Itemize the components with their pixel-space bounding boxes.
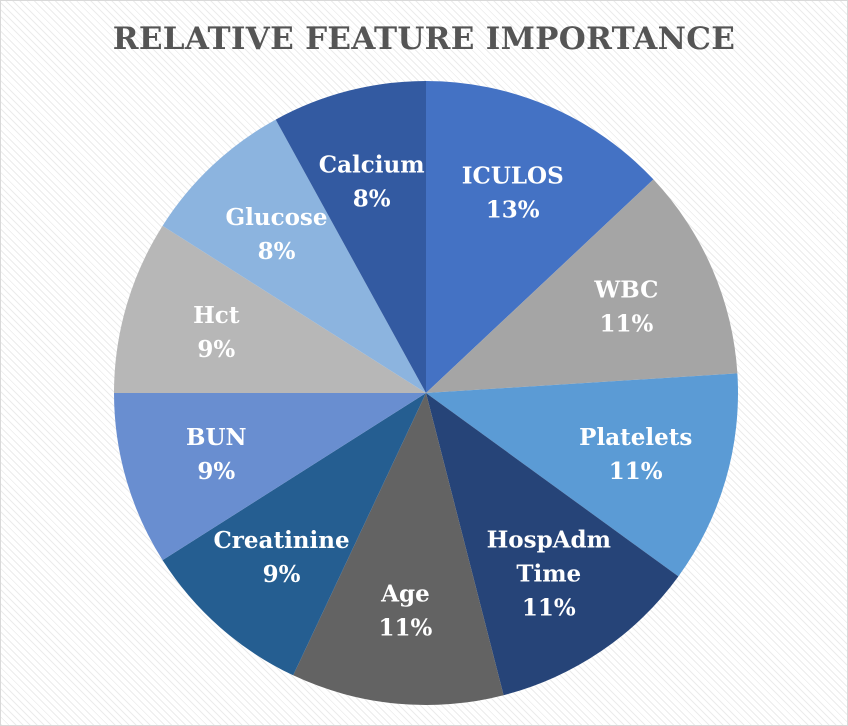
slice-label-6: BUN 9%: [186, 424, 247, 485]
slice-label-3: HospAdm Time 11%: [487, 527, 611, 622]
pie-slice-0: [426, 81, 654, 393]
pie-slice-3: [426, 393, 679, 696]
pie-slice-2: [426, 373, 738, 577]
pie-slice-8: [162, 119, 426, 393]
slice-label-7: Hct 9%: [193, 302, 240, 363]
slice-label-0: ICULOS 13%: [462, 163, 564, 224]
slice-label-2: Platelets 11%: [579, 424, 692, 485]
chart-title: RELATIVE FEATURE IMPORTANCE: [112, 21, 736, 57]
pie-slice-4: [293, 393, 504, 705]
slice-label-8: Glucose 8%: [225, 204, 327, 265]
slice-label-4: Age 11%: [379, 580, 433, 641]
slice-label-1: WBC 11%: [593, 276, 658, 337]
pie-slice-6: [114, 393, 426, 561]
pie-slice-1: [426, 179, 738, 393]
slice-label-9: Calcium 8%: [319, 151, 425, 212]
slice-label-5: Creatinine 9%: [213, 527, 349, 588]
pie-slice-9: [275, 81, 426, 393]
pie-slice-5: [162, 393, 426, 676]
pie-slice-7: [114, 225, 426, 393]
